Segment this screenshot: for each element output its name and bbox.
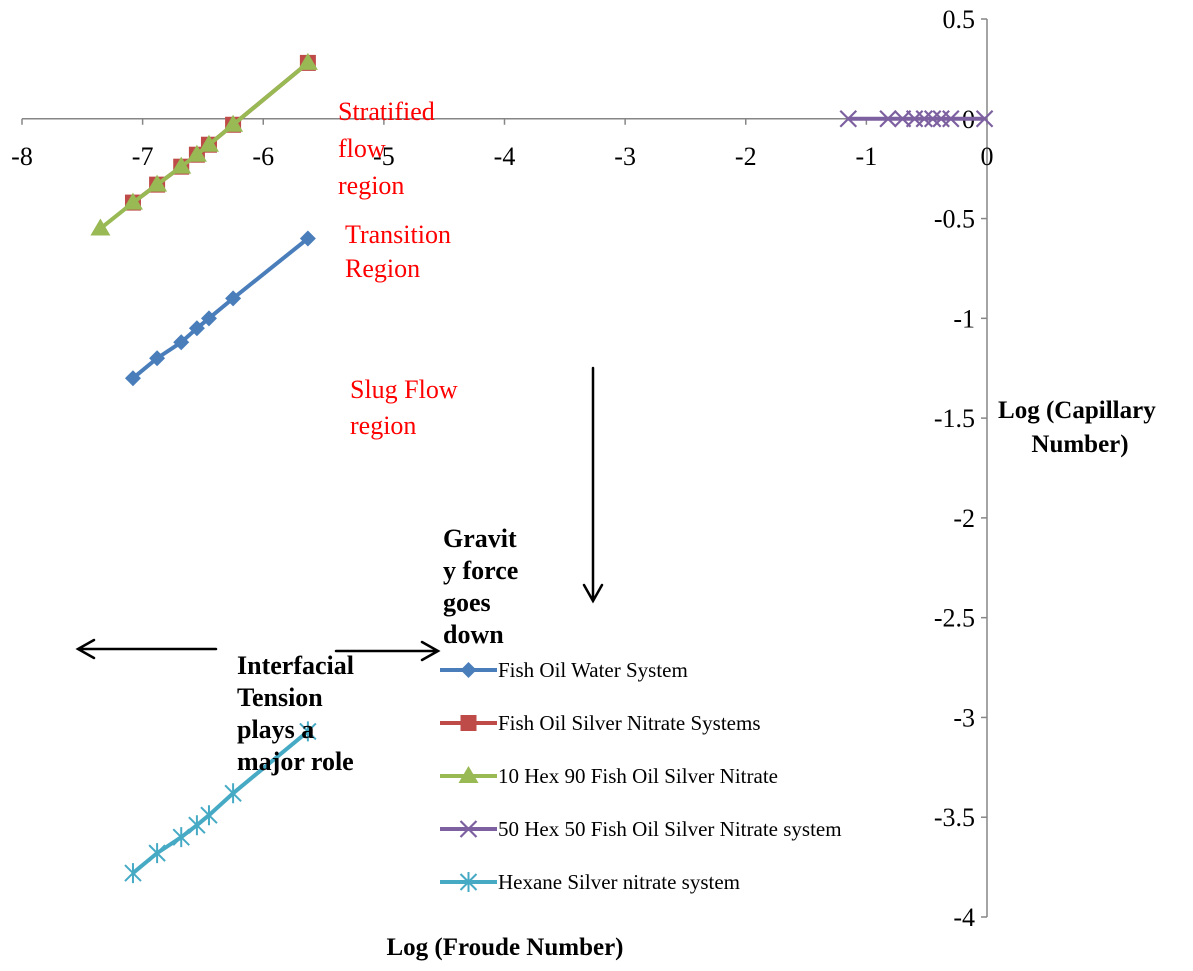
x-tick-label: -8	[11, 142, 33, 171]
series-1	[124, 230, 316, 387]
axes: -8 -7 -6 -5 -4 -3 -2 -1 00.50-0.5-1-1.5-2-2.5-3-…	[11, 5, 993, 932]
y-tick-label: -3	[953, 703, 975, 732]
data-point	[124, 370, 141, 387]
x-tick-label: -5	[373, 142, 395, 171]
data-point	[225, 290, 242, 307]
data-point	[200, 805, 218, 826]
annotation-line: flow	[338, 134, 386, 163]
x-tick-label: -2	[735, 142, 757, 171]
y-tick-label: -2.5	[934, 604, 975, 633]
data-point	[923, 110, 942, 128]
annotation-line: Gravit	[443, 524, 517, 553]
series-4	[839, 110, 994, 128]
data-point	[122, 192, 143, 210]
legend-marker	[460, 662, 477, 678]
data-point	[975, 110, 994, 128]
y-axis-title-line: Number)	[1031, 431, 1128, 458]
legend-entry: 50 Hex 50 Fish Oil Silver Nitrate system	[440, 817, 842, 841]
annotation-line: down	[443, 620, 504, 649]
annotation-line: Stratified	[338, 97, 435, 126]
legend-label: 50 Hex 50 Fish Oil Silver Nitrate system	[498, 817, 842, 841]
legend-marker	[458, 766, 479, 783]
x-tick-label: -4	[494, 142, 516, 171]
axis-titles: Log (Froude Number) Log (Capillary Numbe…	[386, 397, 1162, 961]
annotation-interfacial: Interfacial Tension plays a major role	[237, 651, 354, 776]
y-tick-label: -0.5	[934, 205, 975, 234]
annotation-line: region	[338, 171, 404, 200]
x-tick-label: -3	[614, 142, 636, 171]
annotation-line: Transition	[345, 220, 451, 249]
y-tick-label: -2	[953, 504, 975, 533]
gravity-down-arrow	[582, 366, 604, 604]
data-point	[915, 110, 934, 128]
annotation-stratified: Stratified flow region	[338, 97, 435, 200]
x-tick-label: -1	[856, 142, 878, 171]
left-arrow	[75, 638, 218, 660]
annotation-line: major role	[237, 747, 354, 776]
data-point	[173, 334, 190, 351]
annotation-line: Region	[345, 254, 420, 283]
y-tick-label: 0.5	[943, 5, 976, 34]
data-point	[942, 110, 960, 128]
annotation-line: goes	[443, 588, 491, 617]
x-tick-label: -6	[252, 142, 274, 171]
legend-label: Fish Oil Water System	[498, 658, 688, 682]
series-layer	[90, 52, 994, 884]
data-point	[200, 310, 217, 327]
legend-label: Fish Oil Silver Nitrate Systems	[498, 711, 761, 735]
legend-label: 10 Hex 90 Fish Oil Silver Nitrate	[498, 764, 778, 788]
legend-marker	[460, 715, 477, 731]
right-arrow	[334, 640, 441, 662]
annotation-transition: Transition Region	[345, 220, 451, 283]
data-point	[188, 320, 205, 337]
data-point	[124, 863, 142, 884]
y-axis-title: Log (Capillary Number)	[998, 397, 1162, 458]
data-point	[148, 843, 166, 864]
data-point	[224, 783, 242, 804]
y-tick-label: -1.5	[934, 404, 975, 433]
legend-entry: Fish Oil Silver Nitrate Systems	[440, 711, 761, 735]
annotation-line: Slug Flow	[350, 375, 458, 404]
legend-entry: 10 Hex 90 Fish Oil Silver Nitrate	[440, 764, 778, 788]
series-5	[124, 721, 317, 884]
legend-entry: Hexane Silver nitrate system	[440, 870, 740, 894]
legend-label: Hexane Silver nitrate system	[498, 870, 740, 894]
x-tick-label: 0	[981, 142, 994, 171]
data-point	[188, 815, 206, 836]
data-point	[879, 110, 897, 128]
data-point	[171, 156, 192, 174]
data-point	[172, 827, 190, 848]
annotation-line: region	[350, 411, 416, 440]
data-point	[149, 350, 166, 367]
annotation-line: plays a	[237, 715, 314, 744]
data-point	[186, 144, 207, 162]
annotations: Stratified flow region Transition Region Slug…	[75, 97, 604, 776]
y-tick-label: -1	[953, 304, 975, 333]
annotation-slug: Slug Flow region	[350, 375, 458, 440]
y-tick-label: -3.5	[934, 803, 975, 832]
data-point	[223, 114, 244, 132]
legend: Fish Oil Water System Fish Oil Silver Nit…	[440, 658, 842, 894]
legend-marker	[459, 820, 478, 838]
annotation-line: y force	[443, 556, 518, 585]
data-point	[299, 721, 317, 742]
legend-marker	[459, 872, 478, 892]
x-axis-title: Log (Froude Number)	[386, 934, 623, 961]
legend-entry: Fish Oil Water System	[440, 658, 688, 682]
x-tick-label: -7	[132, 142, 154, 171]
data-point	[147, 174, 168, 192]
data-point	[839, 110, 858, 128]
series-3	[90, 52, 318, 236]
y-tick-label: -4	[953, 903, 975, 932]
annotation-gravity: Gravit y force goes down	[443, 524, 518, 649]
y-axis-title-line: Log (Capillary	[998, 397, 1156, 424]
data-point	[297, 52, 318, 70]
data-point	[90, 218, 111, 236]
annotation-line: Interfacial	[237, 651, 354, 680]
annotation-line: Tension	[237, 683, 323, 712]
data-point	[299, 230, 316, 247]
data-point	[198, 134, 219, 152]
